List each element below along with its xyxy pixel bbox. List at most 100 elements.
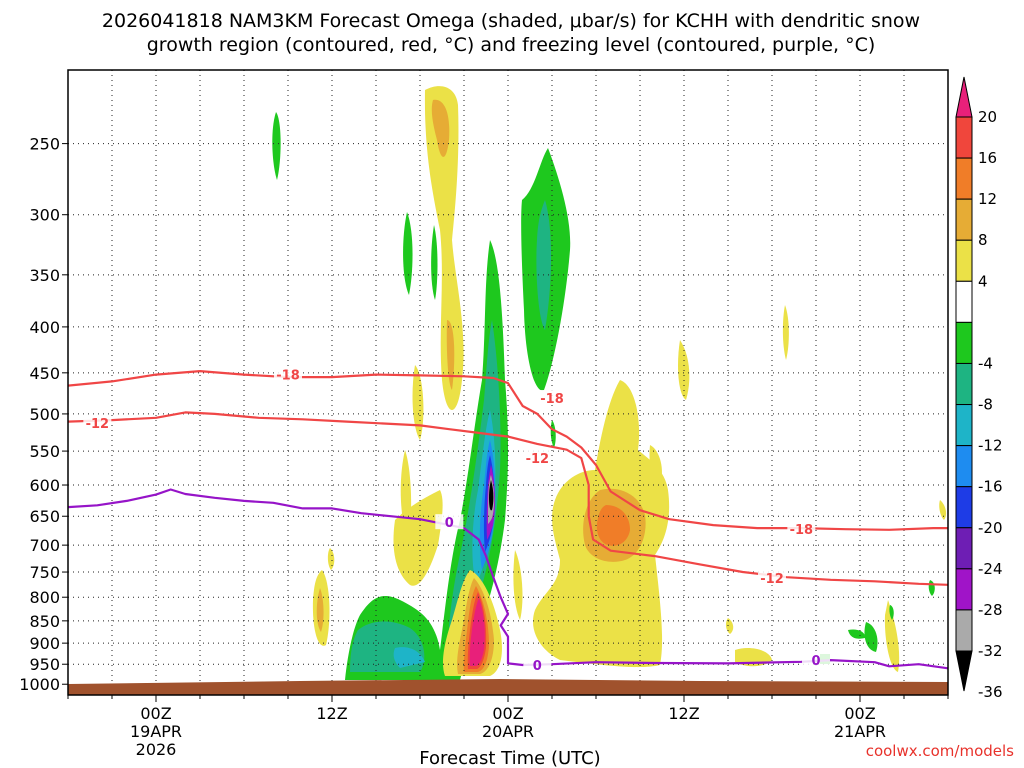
- y-tick-label-400: 400: [29, 318, 60, 337]
- colorbar-bin--8: [955, 321, 973, 364]
- colorbar-bin--24: [955, 486, 973, 529]
- colorbar-bin-12: [955, 157, 973, 200]
- contour-label-1-2: -12: [760, 572, 784, 587]
- omega-neg-lowleft-cyan: [393, 647, 425, 668]
- colorbar-bin--36: [955, 609, 973, 652]
- temperature-contours: -18 -18 -18 -12 -12 -12 0 0 0: [68, 366, 948, 674]
- colorbar-bin-16: [955, 116, 973, 159]
- omega-pos-small-3: [725, 618, 734, 634]
- colorbar-label-8: 8: [978, 231, 988, 249]
- colorbar-label--28: -28: [978, 601, 1003, 619]
- colorbar-label--36: -36: [978, 683, 1003, 701]
- contour-label-2-1: 0: [533, 659, 542, 674]
- omega-pos-midleft-band: [412, 365, 424, 440]
- y-tick-label-350: 350: [29, 266, 60, 285]
- omega-pos-pre-column: [393, 490, 443, 586]
- omega-pos-small-1: [327, 548, 335, 570]
- contour-label-2-0: 0: [445, 516, 454, 531]
- contour-line-1: [68, 411, 948, 586]
- omega-neg-small-east-1: [550, 420, 556, 448]
- contour-line-2: [68, 488, 948, 670]
- y-tick-label-300: 300: [29, 206, 60, 225]
- colorbar-bin--16: [955, 404, 973, 447]
- x-tick-label: 00Z: [492, 704, 523, 723]
- omega-neg-small-east-6: [889, 605, 894, 620]
- omega-neg-upper-east-core: [536, 200, 552, 330]
- contour-label-2-2: 0: [811, 654, 820, 669]
- contour-label-bg: [274, 366, 302, 382]
- contour-label-bg: [758, 570, 786, 586]
- y-axis: 250 300 350 400 450 500 550 600 650 700 750 800 850 9…: [19, 135, 68, 694]
- x-tick-date: 20APR: [482, 722, 534, 741]
- colorbar-label--24: -24: [978, 560, 1003, 578]
- contour-label-bg: [523, 657, 552, 673]
- colorbar-bin--20: [955, 445, 973, 488]
- colorbar-label--32: -32: [978, 642, 1003, 660]
- colorbar-label--8: -8: [978, 396, 993, 414]
- colorbar-bin-4: [955, 239, 973, 282]
- x-tick-label: 00Z: [844, 704, 875, 723]
- x-tick-year: 2026: [136, 740, 177, 759]
- omega-neg-small-east-5: [928, 580, 935, 596]
- colorbar-bin--4: [955, 280, 973, 323]
- colorbar-top-arrow: [955, 76, 973, 118]
- omega-pos-surface-magenta: [469, 598, 485, 666]
- omega-neg-blob-3: [431, 225, 438, 300]
- colorbar-label-4: 4: [978, 272, 988, 290]
- omega-neg-column-teal: [448, 320, 501, 670]
- credit-text: coolwx.com/models: [866, 742, 1014, 760]
- y-tick-label-850: 850: [29, 612, 60, 631]
- colorbar-bin--12: [955, 362, 973, 406]
- y-tick-label-550: 550: [29, 442, 60, 461]
- contour-label-0-0: -18: [276, 369, 300, 384]
- contour-line-0: [68, 370, 948, 531]
- contour-label-bg: [787, 521, 816, 537]
- colorbar-bin--32: [955, 568, 973, 611]
- contour-label-bg: [802, 652, 830, 668]
- omega-neg-blob-2: [403, 212, 413, 295]
- x-tick-date: 21APR: [834, 722, 886, 741]
- contour-label-bg: [83, 415, 112, 431]
- y-tick-label-500: 500: [29, 405, 60, 424]
- colorbar-label-16: 16: [978, 149, 997, 167]
- y-tick-label-450: 450: [29, 364, 60, 383]
- x-tick-label: 12Z: [316, 704, 347, 723]
- contour-label-0-1: -18: [540, 392, 564, 407]
- x-tick-date: 19APR: [130, 722, 182, 741]
- colorbar-bin--28: [955, 527, 973, 570]
- omega-neg-small-east-2: [848, 629, 866, 639]
- colorbar-bin-8: [955, 198, 973, 241]
- chart-title-line2: growth region (contoured, red, °C) and f…: [147, 34, 876, 56]
- contour-label-1-1: -12: [526, 452, 550, 467]
- omega-pos-small-6: [939, 500, 947, 520]
- y-tick-label-600: 600: [29, 476, 60, 495]
- colorbar-label-20: 20: [978, 108, 997, 126]
- terrain-surface: [68, 679, 948, 695]
- omega-shading: [272, 86, 947, 680]
- x-tick-label: 00Z: [140, 704, 171, 723]
- omega-pos-east-lower-lobe: [649, 445, 662, 485]
- colorbar-label--16: -16: [978, 478, 1003, 496]
- omega-pos-east-orange: [596, 505, 630, 546]
- omega-pos-small-7: [513, 550, 523, 620]
- omega-neg-small-east-3: [864, 622, 878, 652]
- contour-label-1-0: -12: [86, 417, 110, 432]
- omega-neg-blob-1: [272, 112, 281, 180]
- contour-label-bg: [435, 514, 464, 530]
- y-tick-label-900: 900: [29, 634, 60, 653]
- contour-label-bg: [538, 389, 566, 405]
- colorbar: 20 16 12 8 4 -4 -8 -12 -16 -20 -24 -28 -32 -36: [955, 76, 1003, 701]
- colorbar-label--12: -12: [978, 437, 1003, 455]
- colorbar-label--20: -20: [978, 519, 1003, 537]
- omega-pos-small-2: [782, 305, 789, 360]
- contour-label-bg: [523, 450, 552, 466]
- y-tick-label-250: 250: [29, 135, 60, 154]
- grid-lines: [68, 70, 948, 695]
- y-tick-label-950: 950: [29, 655, 60, 674]
- y-tick-label-800: 800: [29, 588, 60, 607]
- omega-neg-core-black: [489, 480, 494, 511]
- omega-pos-small-5: [884, 600, 900, 672]
- y-tick-label-700: 700: [29, 536, 60, 555]
